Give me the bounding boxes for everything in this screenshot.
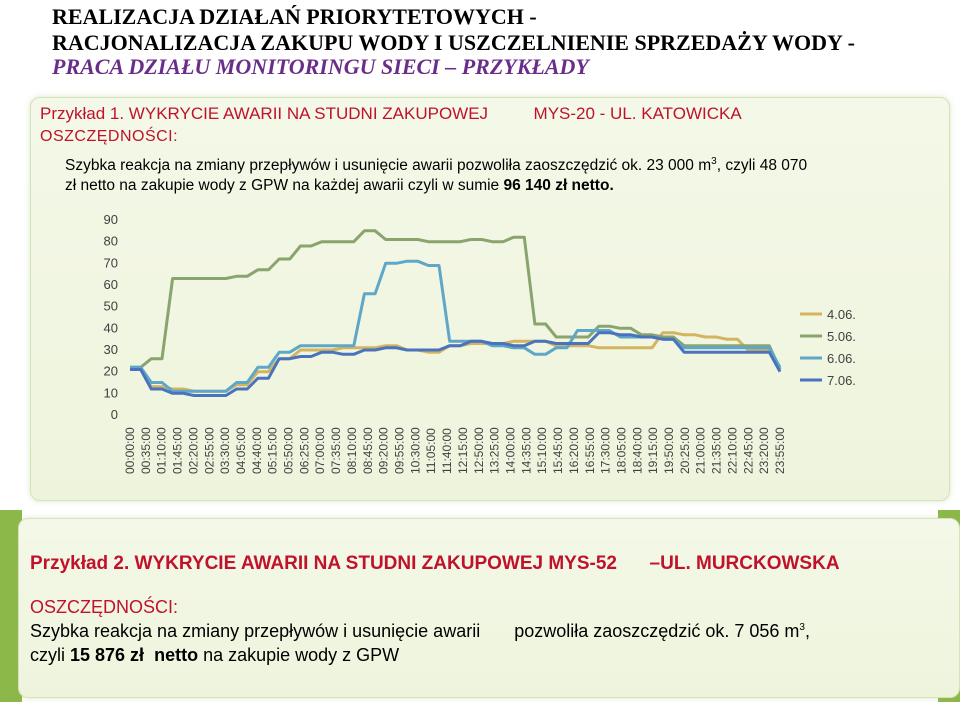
example-2-body-2-post: na zakupie wody z GPW <box>198 645 400 665</box>
y-tick-label: 70 <box>104 255 118 270</box>
x-tick-label: 02:55:00 <box>202 427 216 474</box>
x-tick-label: 21:35:00 <box>710 427 724 474</box>
x-tick-label: 04:40:00 <box>250 427 264 474</box>
example-2-heading: Przykład 2. WYKRYCIE AWARII NA STUDNI ZA… <box>30 553 840 575</box>
x-tick-label: 02:20:00 <box>186 427 200 474</box>
example-2-location: –UL. MURCKOWSKA <box>649 553 840 574</box>
series-line-2 <box>130 229 782 371</box>
x-tick-label: 22:45:00 <box>741 427 755 474</box>
x-tick-label: 09:20:00 <box>377 427 391 474</box>
y-tick-label: 0 <box>111 407 118 422</box>
x-tick-label: 18:40:00 <box>630 427 644 474</box>
example-2-body-2-bold-1: 15 876 zł <box>70 645 145 665</box>
x-tick-label: 10:30:00 <box>408 427 422 474</box>
x-tick-label: 23:55:00 <box>773 427 787 474</box>
example-2-body-1-post: , <box>804 621 810 641</box>
example-2-body-2-bold-2: netto <box>154 645 199 665</box>
x-tick-label: 08:45:00 <box>361 427 375 474</box>
x-tick-label: 00:35:00 <box>139 427 153 474</box>
x-tick-label: 11:40:00 <box>440 428 454 474</box>
x-tick-label: 17:30:00 <box>599 427 613 474</box>
y-tick-label: 10 <box>104 385 118 400</box>
x-tick-label: 21:00:00 <box>694 427 708 474</box>
x-tick-label: 14:00:00 <box>503 427 517 474</box>
series-line-3 <box>130 259 782 393</box>
y-tick-label: 50 <box>104 299 118 314</box>
example-1-heading-text: Przykład 1. WYKRYCIE AWARII NA STUDNI ZA… <box>40 104 489 123</box>
x-tick-label: 13:25:00 <box>488 427 502 474</box>
x-tick-label: 18:05:00 <box>614 427 628 474</box>
x-tick-label: 01:10:00 <box>155 427 169 474</box>
y-tick-label: 20 <box>104 364 118 379</box>
flow-chart: 0 10 20 30 40 50 60 70 80 90 00:00:00 00:35:00 01:10… <box>104 212 856 474</box>
x-tick-label: 12:15:00 <box>456 427 470 474</box>
decorative-bar-left <box>0 510 22 702</box>
example-1-card <box>30 97 950 501</box>
example-1-body-line-2: zł netto na zakupie wody z GPW na każdej… <box>65 177 614 195</box>
legend-label: 4.06. <box>827 307 856 322</box>
x-tick-label: 06:25:00 <box>297 427 311 474</box>
x-tick-label: 15:45:00 <box>551 427 565 474</box>
x-tick-label: 19:50:00 <box>662 427 676 474</box>
example-2-card <box>18 518 960 698</box>
x-tick-label: 20:25:00 <box>678 427 692 474</box>
y-tick-label: 90 <box>104 212 118 227</box>
x-tick-label: 00:00:00 <box>123 427 137 474</box>
example-1-savings-label: OSZCZĘDNOŚCI: <box>40 128 179 145</box>
x-tick-label: 05:15:00 <box>266 427 280 474</box>
x-tick-label: 01:45:00 <box>171 427 185 474</box>
x-tick-label: 08:10:00 <box>345 427 359 474</box>
x-tick-label: 12:50:00 <box>472 427 486 474</box>
x-tick-label: 16:20:00 <box>567 427 581 474</box>
x-tick-label: 15:10:00 <box>535 427 549 474</box>
y-tick-label: 60 <box>104 277 118 292</box>
x-tick-label: 19:15:00 <box>646 427 660 474</box>
y-tick-label: 80 <box>104 234 118 249</box>
legend-label: 7.06. <box>827 373 856 388</box>
example-2-body-1-text: Szybka reakcja na zmiany przepływów i us… <box>30 621 481 641</box>
y-tick-label: 40 <box>104 320 118 335</box>
x-tick-label: 22:10:00 <box>725 427 739 474</box>
example-1-location: MYS-20 - UL. KATOWICKA <box>533 104 742 123</box>
x-tick-label: 11:05:00 <box>424 428 438 474</box>
x-tick-label: 04:05:00 <box>234 427 248 474</box>
example-1-body-1-text: Szybka reakcja na zmiany przepływów i us… <box>65 157 712 175</box>
example-2-body-2-space <box>144 645 154 665</box>
example-1-body-line-1: Szybka reakcja na zmiany przepływów i us… <box>65 156 807 175</box>
legend-label: 6.06. <box>827 351 856 366</box>
x-tick-label: 09:55:00 <box>393 427 407 474</box>
example-2-body-1-sup: 3 <box>799 622 805 633</box>
example-1-body-2-text: zł netto na zakupie wody z GPW na każdej… <box>65 177 504 194</box>
example-2-body-1-mid: pozwoliła zaoszczędzić ok. 7 056 m <box>514 621 800 641</box>
example-2-body-line-1: Szybka reakcja na zmiany przepływów i us… <box>30 621 810 642</box>
x-tick-label: 07:35:00 <box>329 427 343 474</box>
series-line-4 <box>130 331 782 397</box>
example-1-body-1-post: , czyli 48 070 <box>716 157 808 175</box>
example-1-body-1-sup: 3 <box>711 156 717 167</box>
x-tick-label: 03:30:00 <box>218 427 232 474</box>
example-1-heading: Przykład 1. WYKRYCIE AWARII NA STUDNI ZA… <box>40 104 742 124</box>
legend-label: 5.06. <box>827 329 856 344</box>
example-2-heading-text: Przykład 2. WYKRYCIE AWARII NA STUDNI ZA… <box>30 553 617 574</box>
example-2-savings-label: OSZCZĘDNOŚCI: <box>30 597 179 617</box>
x-tick-label: 16:55:00 <box>583 427 597 474</box>
x-tick-label: 14:35:00 <box>519 427 533 474</box>
y-tick-label: 30 <box>104 342 118 357</box>
example-1-body-2-bold: 96 140 zł netto. <box>503 177 614 194</box>
page-subtitle: PRACA DZIAŁU MONITORINGU SIECI – PRZYKŁA… <box>52 54 589 79</box>
x-tick-label: 07:00:00 <box>313 427 327 474</box>
page-title-line-2: RACJONALIZACJA ZAKUPU WODY I USZCZELNIEN… <box>52 30 855 55</box>
x-tick-label: 23:20:00 <box>757 427 771 474</box>
page-title-line-1: REALIZACJA DZIAŁAŃ PRIORYTETOWYCH - <box>52 4 537 29</box>
example-2-body-2-pre: czyli <box>30 645 70 665</box>
example-2-body-line-2: czyli 15 876 zł netto na zakupie wody z … <box>30 645 399 666</box>
x-tick-label: 05:50:00 <box>282 427 296 474</box>
